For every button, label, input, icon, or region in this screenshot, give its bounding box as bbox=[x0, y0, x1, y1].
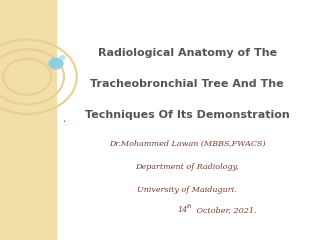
Circle shape bbox=[49, 58, 63, 69]
Text: Department of Radiology,: Department of Radiology, bbox=[135, 163, 239, 171]
Text: Tracheobronchial Tree And The: Tracheobronchial Tree And The bbox=[90, 79, 284, 89]
Text: •: • bbox=[63, 119, 65, 124]
Text: University of Maiduguri.: University of Maiduguri. bbox=[137, 186, 237, 194]
Text: 14: 14 bbox=[177, 206, 187, 214]
Text: th: th bbox=[187, 204, 193, 209]
Text: Techniques Of Its Demonstration: Techniques Of Its Demonstration bbox=[85, 110, 290, 120]
Text: Dr.Mohammed Lawan (MBBS,FWACS): Dr.Mohammed Lawan (MBBS,FWACS) bbox=[109, 140, 266, 148]
Text: Radiological Anatomy of The: Radiological Anatomy of The bbox=[98, 48, 277, 58]
Bar bbox=[0, 0, 56, 240]
Text: October, 2021.: October, 2021. bbox=[194, 206, 257, 214]
Circle shape bbox=[60, 56, 65, 60]
